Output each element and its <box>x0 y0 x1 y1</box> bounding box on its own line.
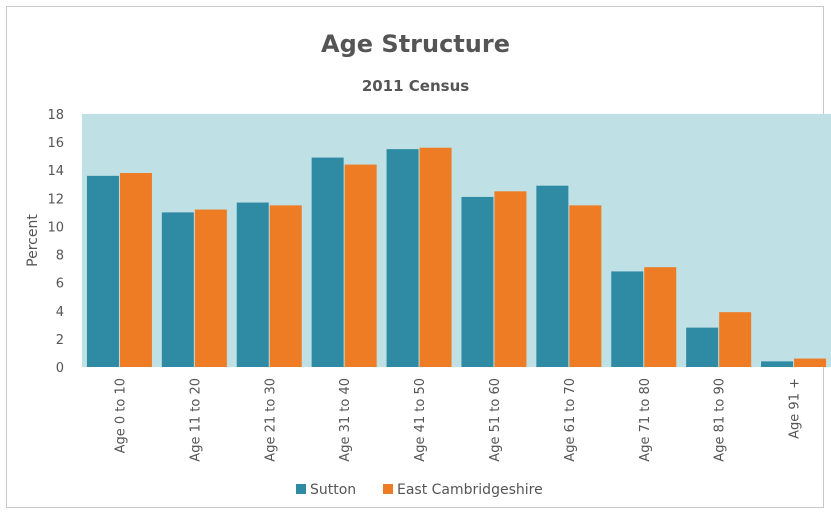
x-tick-label: Age 71 to 80 <box>638 378 653 462</box>
x-tick-label: Age 41 to 50 <box>413 378 428 462</box>
y-tick-label: 4 <box>56 305 64 320</box>
x-axis-ticks: Age 0 to 10 Age 11 to 20 Age 21 to 30 Age 3… <box>113 378 802 462</box>
bar-sutton <box>536 185 569 367</box>
bar-sutton <box>386 149 419 367</box>
y-tick-label: 14 <box>47 164 64 179</box>
bar-sutton <box>161 212 194 367</box>
y-tick-label: 2 <box>56 333 64 348</box>
bar-east-cambridgeshire <box>119 173 152 367</box>
bar-east-cambridgeshire <box>494 191 527 367</box>
y-axis-label: Percent <box>25 214 41 267</box>
legend-label: East Cambridgeshire <box>397 482 543 498</box>
bar-east-cambridgeshire <box>269 205 302 367</box>
bars <box>86 147 827 367</box>
y-tick-label: 16 <box>47 136 64 151</box>
legend: Sutton East Cambridgeshire <box>296 482 543 498</box>
x-tick-label: Age 61 to 70 <box>563 378 578 462</box>
y-tick-label: 18 <box>47 108 64 123</box>
bar-east-cambridgeshire <box>794 358 827 367</box>
bar-sutton <box>311 157 344 367</box>
bar-east-cambridgeshire <box>344 164 377 367</box>
x-tick-label: Age 31 to 40 <box>338 378 353 462</box>
chart-title: Age Structure <box>321 30 510 58</box>
bar-east-cambridgeshire <box>419 147 452 367</box>
bar-east-cambridgeshire <box>719 312 752 367</box>
x-tick-label: Age 11 to 20 <box>188 378 203 462</box>
x-tick-label: Age 81 to 90 <box>713 378 728 462</box>
bar-east-cambridgeshire <box>569 205 602 367</box>
bar-sutton <box>86 175 119 367</box>
bar-sutton <box>686 327 719 367</box>
bar-sutton <box>611 271 644 367</box>
bar-east-cambridgeshire <box>644 267 677 367</box>
y-tick-label: 6 <box>56 277 64 292</box>
y-tick-label: 8 <box>56 249 64 264</box>
x-tick-label: Age 21 to 30 <box>263 378 278 462</box>
x-tick-label: Age 0 to 10 <box>113 378 128 453</box>
legend-swatch <box>296 484 306 494</box>
bar-sutton <box>236 202 269 367</box>
x-tick-label: Age 91 + <box>788 378 803 439</box>
bar-east-cambridgeshire <box>194 209 227 367</box>
chart-subtitle: 2011 Census <box>361 77 470 95</box>
bar-sutton <box>761 361 794 367</box>
y-tick-label: 10 <box>47 220 64 235</box>
plot-area <box>82 114 831 367</box>
y-tick-label: 12 <box>47 192 64 207</box>
y-axis-ticks: 0 2 4 6 8 10 12 14 16 18 <box>47 108 64 376</box>
y-tick-label: 0 <box>56 361 64 376</box>
legend-label: Sutton <box>310 482 356 498</box>
legend-swatch <box>383 484 393 494</box>
bar-sutton <box>461 196 494 367</box>
x-tick-label: Age 51 to 60 <box>488 378 503 462</box>
